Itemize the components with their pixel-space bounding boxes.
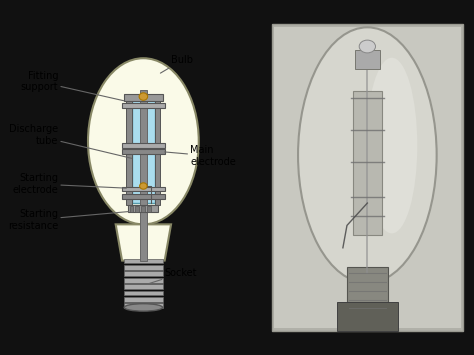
Text: Starting
electrode: Starting electrode — [12, 173, 127, 195]
Bar — [124, 297, 163, 302]
Bar — [128, 205, 158, 212]
Bar — [140, 90, 146, 261]
Text: Discharge
tube: Discharge tube — [9, 124, 132, 158]
Text: Starting
resistance: Starting resistance — [8, 209, 128, 231]
Ellipse shape — [140, 183, 147, 189]
Bar — [122, 143, 164, 148]
Bar — [337, 302, 398, 331]
Bar — [355, 50, 380, 69]
Ellipse shape — [139, 93, 147, 100]
Ellipse shape — [124, 304, 163, 311]
Bar — [124, 272, 163, 276]
Bar — [155, 94, 160, 205]
Bar — [124, 94, 163, 101]
Bar — [124, 284, 163, 289]
Bar — [122, 149, 164, 154]
Bar — [129, 206, 133, 212]
Bar — [124, 265, 163, 270]
Polygon shape — [116, 224, 171, 261]
Bar — [124, 291, 163, 295]
Text: Main
electrode: Main electrode — [164, 146, 236, 167]
Bar — [353, 91, 382, 235]
Bar — [122, 187, 164, 191]
Text: Fitting
support: Fitting support — [20, 71, 124, 101]
Bar — [124, 259, 163, 263]
Ellipse shape — [359, 40, 375, 53]
Bar — [122, 103, 164, 108]
Ellipse shape — [88, 58, 199, 224]
Text: Socket: Socket — [147, 268, 197, 284]
Ellipse shape — [298, 27, 437, 283]
Bar — [124, 278, 163, 283]
Bar — [127, 94, 132, 205]
Bar — [122, 194, 164, 199]
Bar — [132, 97, 155, 203]
Bar — [141, 206, 146, 212]
Text: Bulb: Bulb — [160, 55, 193, 73]
Bar — [147, 206, 151, 212]
Bar — [136, 206, 139, 212]
Ellipse shape — [366, 58, 417, 234]
Bar — [124, 304, 163, 308]
Bar — [347, 267, 388, 312]
